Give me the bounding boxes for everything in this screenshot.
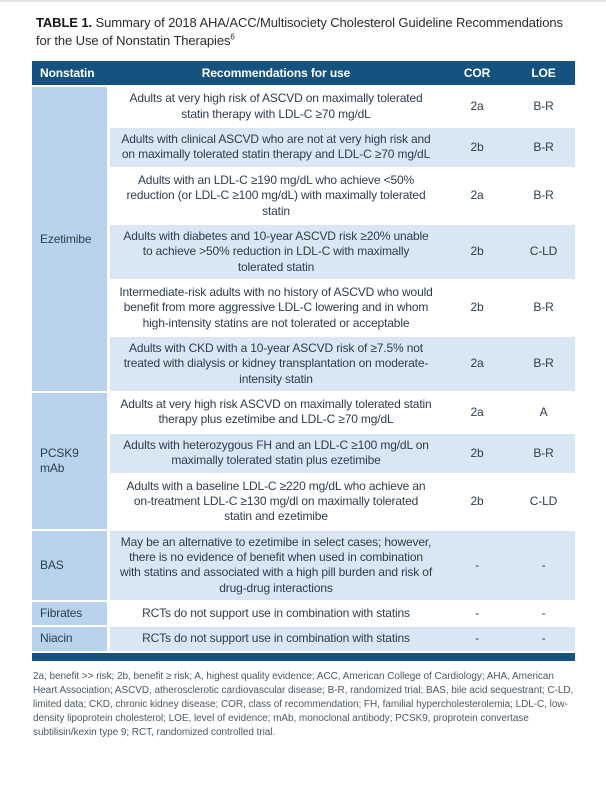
- recommendation-cell: Adults with diabetes and 10-year ASCVD r…: [110, 224, 442, 279]
- cor-cell: 2a: [442, 337, 512, 392]
- cor-cell: 2a: [470, 188, 484, 203]
- recommendation-cell: Adults with heterozygous FH and an LDL-C…: [110, 433, 442, 473]
- recommendation-cell: Adults with CKD with a 10-year ASCVD ris…: [110, 337, 442, 392]
- nonstatin-cell: Niacin: [32, 627, 110, 651]
- recommendation-cell: Adults with a baseline LDL-C ≥220 mg/dL …: [126, 478, 426, 524]
- loe-cell: B-R: [533, 300, 554, 315]
- table-row: Fibrates RCTs do not support use in combi…: [32, 602, 575, 626]
- cor-cell: 2a: [470, 99, 484, 114]
- loe-cell: B-R: [533, 188, 554, 203]
- recommendation-cell: May be an alternative to ezetimibe in se…: [110, 530, 442, 601]
- page-top-rule: [0, 0, 606, 2]
- cor-cell: 2b: [470, 300, 484, 315]
- cor-cell: 2b: [470, 493, 484, 508]
- recommendation-cell: Adults at very high risk ASCVD on maxima…: [120, 397, 432, 427]
- loe-cell: B-R: [512, 433, 575, 473]
- table-header-row: Nonstatin Recommendations for use COR LOE: [32, 61, 575, 86]
- table-row: PCSK9 mAb Adults at very high risk ASCVD …: [32, 393, 575, 529]
- table-row: Adults with CKD with a 10-year ASCVD ris…: [32, 337, 575, 392]
- column-header-loe: LOE: [512, 61, 575, 86]
- loe-cell: A: [539, 404, 548, 419]
- cor-cell: -: [442, 530, 512, 601]
- cor-cell: 2a: [470, 404, 484, 419]
- nonstatin-cell: Fibrates: [32, 602, 110, 626]
- nonstatin-cell: Ezetimibe: [32, 87, 110, 392]
- cor-cell: 2b: [442, 128, 512, 167]
- guideline-summary-table: Nonstatin Recommendations for use COR LOE E…: [32, 59, 575, 652]
- recommendation-cell: Adults with clinical ASCVD who are not a…: [110, 128, 442, 167]
- loe-cell: -: [512, 627, 575, 651]
- nonstatin-cell: BAS: [32, 530, 110, 601]
- nonstatin-cell: PCSK9 mAb: [32, 393, 110, 529]
- table-row: Adults with a baseline LDL-C ≥220 mg/dL …: [32, 475, 575, 529]
- table-row: Intermediate-risk adults with no history…: [32, 281, 575, 335]
- table-number-label: TABLE 1.: [36, 15, 93, 30]
- loe-cell: B-R: [533, 99, 554, 114]
- cor-cell: -: [475, 606, 479, 621]
- table-row: Adults with diabetes and 10-year ASCVD r…: [32, 224, 575, 279]
- reference-superscript: 6: [230, 32, 235, 42]
- table-title-text: Summary of 2018 AHA/ACC/Multisociety Cho…: [36, 15, 563, 49]
- abbreviations-footnote: 2a, benefit >> risk; 2b, benefit ≥ risk;…: [33, 670, 574, 738]
- recommendation-cell: RCTs do not support use in combination w…: [110, 627, 442, 651]
- loe-cell: -: [512, 530, 575, 601]
- table-row: Adults with an LDL-C ≥190 mg/dL who achi…: [32, 169, 575, 223]
- table-bottom-rule: [32, 652, 575, 661]
- cor-cell: 2b: [442, 433, 512, 473]
- column-header-recommendations-for-use: Recommendations for use: [110, 61, 442, 86]
- loe-cell: B-R: [512, 128, 575, 167]
- document-page: TABLE 1. Summary of 2018 AHA/ACC/Multiso…: [0, 2, 606, 740]
- recommendation-cell: RCTs do not support use in combination w…: [142, 606, 410, 621]
- cor-cell: -: [442, 627, 512, 651]
- table-row: Ezetimibe Adults at very high risk of ASC…: [32, 87, 575, 392]
- table-title: TABLE 1. Summary of 2018 AHA/ACC/Multiso…: [36, 14, 576, 50]
- recommendation-cell: Intermediate-risk adults with no history…: [119, 284, 433, 330]
- column-header-nonstatin: Nonstatin: [32, 61, 110, 86]
- table-row: BAS May be an alternative to ezetimibe in…: [32, 530, 575, 601]
- recommendation-cell: Adults with an LDL-C ≥190 mg/dL who achi…: [126, 172, 426, 218]
- loe-cell: C-LD: [512, 224, 575, 279]
- table-row: Adults with clinical ASCVD who are not a…: [32, 128, 575, 167]
- table-row: Niacin RCTs do not support use in combina…: [32, 627, 575, 651]
- loe-cell: -: [541, 606, 546, 621]
- loe-cell: B-R: [512, 337, 575, 392]
- table-row: Adults with heterozygous FH and an LDL-C…: [32, 433, 575, 473]
- cor-cell: 2b: [442, 224, 512, 279]
- recommendation-cell: Adults at very high risk of ASCVD on max…: [129, 91, 423, 121]
- column-header-cor: COR: [442, 61, 512, 86]
- loe-cell: C-LD: [529, 493, 558, 508]
